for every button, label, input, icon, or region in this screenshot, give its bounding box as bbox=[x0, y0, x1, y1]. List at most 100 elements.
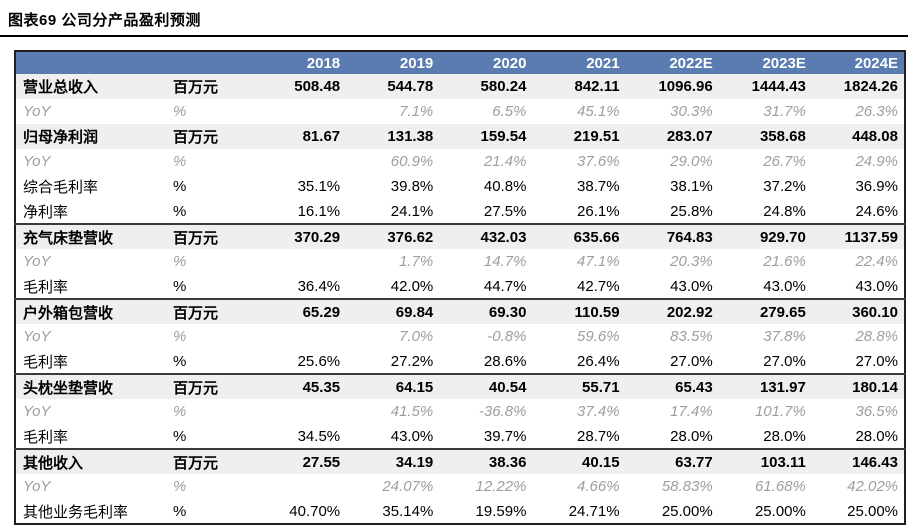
cell-value: 42.02% bbox=[811, 474, 905, 499]
row-unit: 百万元 bbox=[167, 448, 253, 474]
cell-value: 508.48 bbox=[253, 74, 347, 99]
cell-value: 45.1% bbox=[532, 99, 626, 124]
cell-value: 27.0% bbox=[625, 349, 719, 374]
cell-value: 63.77 bbox=[625, 448, 719, 474]
row-label: 头枕坐垫营收 bbox=[15, 373, 167, 399]
cell-value: 26.7% bbox=[718, 149, 812, 174]
column-header: 2020 bbox=[439, 51, 533, 74]
cell-value: 21.4% bbox=[439, 149, 533, 174]
cell-value: 69.30 bbox=[439, 298, 533, 324]
table-row: 毛利率% 25.6% 27.2% 28.6% 26.4% 27.0% 27.0% 27.0% bbox=[15, 349, 905, 374]
cell-value: 7.0% bbox=[346, 324, 440, 349]
cell-value: 34.5% bbox=[253, 424, 347, 449]
row-label: YoY bbox=[15, 399, 167, 424]
row-unit: % bbox=[167, 499, 253, 524]
row-label: 户外箱包营收 bbox=[15, 298, 167, 324]
cell-value: 358.68 bbox=[718, 124, 812, 149]
cell-value: 37.4% bbox=[532, 399, 626, 424]
table-row: 综合毛利率% 35.1% 39.8% 40.8% 38.7% 38.1% 37.2% 36.9… bbox=[15, 174, 905, 199]
row-label: 毛利率 bbox=[15, 274, 167, 299]
row-unit: % bbox=[167, 149, 253, 174]
cell-value bbox=[253, 399, 347, 424]
row-unit: % bbox=[167, 424, 253, 449]
cell-value: 28.0% bbox=[718, 424, 812, 449]
row-label: 营业总收入 bbox=[15, 74, 167, 99]
cell-value: 28.7% bbox=[532, 424, 626, 449]
cell-value: 20.3% bbox=[625, 249, 719, 274]
cell-value: 34.19 bbox=[346, 448, 440, 474]
row-label: 综合毛利率 bbox=[15, 174, 167, 199]
cell-value: 45.35 bbox=[253, 373, 347, 399]
cell-value: 43.0% bbox=[811, 274, 905, 299]
table-row: 其他收入 百万元 27.55 34.19 38.36 40.15 63.77 103.11 14… bbox=[15, 448, 905, 474]
cell-value: 39.7% bbox=[439, 424, 533, 449]
cell-value: -36.8% bbox=[439, 399, 533, 424]
row-unit: % bbox=[167, 99, 253, 124]
row-unit: 百万元 bbox=[167, 124, 253, 149]
cell-value: 38.1% bbox=[625, 174, 719, 199]
column-header: 2022E bbox=[625, 51, 719, 74]
row-label: 其他收入 bbox=[15, 448, 167, 474]
column-header: 2021 bbox=[532, 51, 626, 74]
table-row: 毛利率% 34.5% 43.0% 39.7% 28.7% 28.0% 28.0% 28.0% bbox=[15, 424, 905, 449]
cell-value: 38.7% bbox=[532, 174, 626, 199]
profit-forecast-table: 2018 2019 2020 2021 2022E 2023E 2024E 营业总收入 百万元… bbox=[14, 50, 906, 525]
cell-value: 27.0% bbox=[811, 349, 905, 374]
cell-value: 4.66% bbox=[532, 474, 626, 499]
column-header bbox=[15, 51, 167, 74]
cell-value: 25.00% bbox=[811, 499, 905, 524]
cell-value: 27.0% bbox=[718, 349, 812, 374]
cell-value: 1824.26 bbox=[811, 74, 905, 99]
cell-value: 24.8% bbox=[718, 199, 812, 224]
cell-value: 61.68% bbox=[718, 474, 812, 499]
cell-value: 36.9% bbox=[811, 174, 905, 199]
row-unit: % bbox=[167, 474, 253, 499]
cell-value: 38.36 bbox=[439, 448, 533, 474]
cell-value: 432.03 bbox=[439, 223, 533, 249]
cell-value: 58.83% bbox=[625, 474, 719, 499]
cell-value: 1137.59 bbox=[811, 223, 905, 249]
cell-value: 28.6% bbox=[439, 349, 533, 374]
title-divider bbox=[0, 35, 908, 37]
cell-value: 7.1% bbox=[346, 99, 440, 124]
row-label: 净利率 bbox=[15, 199, 167, 224]
row-unit: % bbox=[167, 274, 253, 299]
cell-value: 30.3% bbox=[625, 99, 719, 124]
table-row: YoY% 41.5% -36.8% 37.4% 17.4% 101.7% 36.5% bbox=[15, 399, 905, 424]
cell-value: 65.43 bbox=[625, 373, 719, 399]
table-row: 户外箱包营收 百万元 65.29 69.84 69.30 110.59 202.92 279.… bbox=[15, 298, 905, 324]
row-unit: % bbox=[167, 324, 253, 349]
table-row: 充气床垫营收 百万元 370.29 376.62 432.03 635.66 764.83 9… bbox=[15, 223, 905, 249]
cell-value: 103.11 bbox=[718, 448, 812, 474]
row-unit: 百万元 bbox=[167, 298, 253, 324]
cell-value: 25.8% bbox=[625, 199, 719, 224]
cell-value: 25.6% bbox=[253, 349, 347, 374]
cell-value: 370.29 bbox=[253, 223, 347, 249]
column-header bbox=[167, 51, 253, 74]
cell-value: 39.8% bbox=[346, 174, 440, 199]
cell-value: 580.24 bbox=[439, 74, 533, 99]
row-label: 毛利率 bbox=[15, 349, 167, 374]
cell-value: 101.7% bbox=[718, 399, 812, 424]
cell-value: 27.2% bbox=[346, 349, 440, 374]
cell-value bbox=[253, 474, 347, 499]
cell-value: 26.1% bbox=[532, 199, 626, 224]
cell-value: 376.62 bbox=[346, 223, 440, 249]
cell-value: 12.22% bbox=[439, 474, 533, 499]
cell-value: 40.8% bbox=[439, 174, 533, 199]
row-unit: % bbox=[167, 399, 253, 424]
cell-value: 69.84 bbox=[346, 298, 440, 324]
cell-value: 83.5% bbox=[625, 324, 719, 349]
cell-value: 279.65 bbox=[718, 298, 812, 324]
row-unit: 百万元 bbox=[167, 74, 253, 99]
cell-value bbox=[253, 249, 347, 274]
row-label: 充气床垫营收 bbox=[15, 223, 167, 249]
row-label: YoY bbox=[15, 249, 167, 274]
cell-value: 146.43 bbox=[811, 448, 905, 474]
row-label: YoY bbox=[15, 149, 167, 174]
cell-value: 35.1% bbox=[253, 174, 347, 199]
cell-value bbox=[253, 99, 347, 124]
row-unit: % bbox=[167, 349, 253, 374]
cell-value: 29.0% bbox=[625, 149, 719, 174]
